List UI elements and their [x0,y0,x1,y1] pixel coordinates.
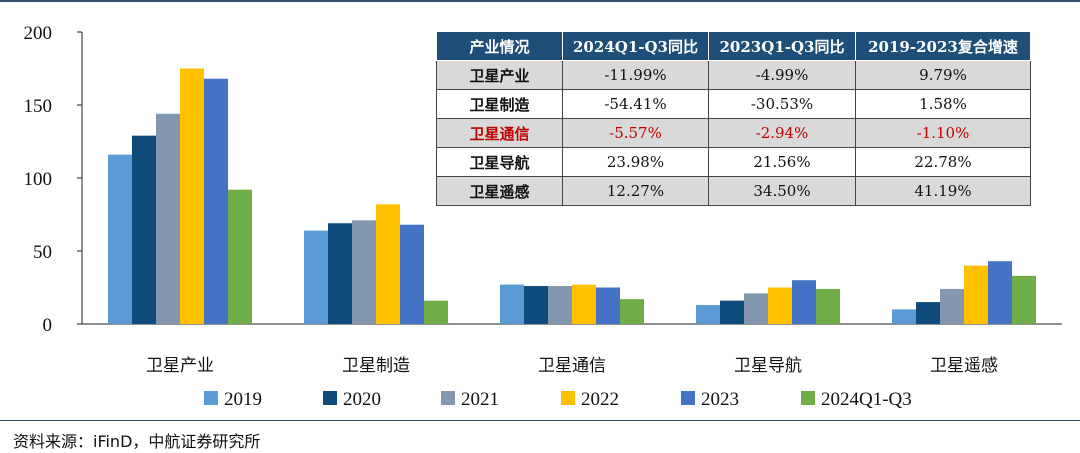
bottom-rule [0,420,1080,421]
cell-cagr: 9.79% [855,60,1031,90]
bar [1012,275,1036,324]
table-row: 卫星导航 23.98% 21.56% 22.78% [436,147,1031,177]
bar [768,287,792,324]
bar [548,286,572,324]
bar [376,204,400,324]
bar [352,220,376,324]
table-row-highlight: 卫星通信 -5.57% -2.94% -1.10% [436,118,1031,148]
legend-label: 2023 [701,389,739,410]
bar [328,223,352,324]
growth-table: 产业情况 2024Q1-Q3同比 2023Q1-Q3同比 2019-2023复合… [436,31,1031,206]
y-tick-label: 200 [24,23,53,44]
top-rule [0,0,1080,2]
bar [132,135,156,324]
bar [964,265,988,324]
legend-label: 2022 [581,389,619,410]
bar [524,286,548,324]
bar [156,113,180,324]
header-2023q1q3-yoy: 2023Q1-Q3同比 [708,31,856,61]
legend-swatch [801,391,815,405]
category-labels: 卫星产业 卫星制造 卫星通信 卫星导航 卫星遥感 [146,356,998,376]
legend-label: 2021 [461,389,499,410]
bar [720,300,744,324]
cell-cagr: 22.78% [855,147,1031,177]
bar [916,302,940,324]
bar [892,309,916,324]
cell-2023-yoy: -2.94% [708,118,856,148]
row-name: 卫星产业 [436,60,563,90]
bar [988,261,1012,324]
bar [620,299,644,324]
legend-label: 2019 [224,389,262,410]
bar [940,288,964,324]
category-label: 卫星产业 [146,356,214,376]
cell-2024-yoy: 23.98% [562,147,709,177]
legend-label: 2024Q1-Q3 [821,389,912,410]
cell-cagr: 1.58% [855,89,1031,119]
bar [304,230,328,324]
bar [792,280,816,324]
table-row: 卫星产业 -11.99% -4.99% 9.79% [436,60,1031,90]
category-label: 卫星制造 [342,356,410,376]
y-tick-label: 100 [24,169,53,190]
bar [572,284,596,324]
cell-cagr: -1.10% [855,118,1031,148]
category-label: 卫星导航 [734,356,802,376]
legend-label: 2020 [343,389,381,410]
cell-2024-yoy: 12.27% [562,176,709,206]
row-name: 卫星通信 [436,118,563,148]
bar [596,287,620,324]
cell-2023-yoy: -30.53% [708,89,856,119]
header-industry: 产业情况 [436,31,563,61]
legend-swatch [681,391,695,405]
bar [228,189,252,324]
bar [400,224,424,324]
y-tick-label: 150 [24,96,53,117]
cell-2024-yoy: -5.57% [562,118,709,148]
cell-2024-yoy: -11.99% [562,60,709,90]
legend: 2019 2020 2021 2022 2023 2024Q1-Q3 [204,389,912,410]
row-name: 卫星制造 [436,89,563,119]
bar [204,78,228,324]
bar [744,293,768,324]
bar [696,305,720,324]
header-cagr: 2019-2023复合增速 [855,31,1031,61]
row-name: 卫星导航 [436,147,563,177]
cell-2024-yoy: -54.41% [562,89,709,119]
legend-swatch [561,391,575,405]
category-label: 卫星遥感 [930,356,998,376]
row-name: 卫星遥感 [436,176,563,206]
table-header-row: 产业情况 2024Q1-Q3同比 2023Q1-Q3同比 2019-2023复合… [436,31,1031,61]
legend-swatch [323,391,337,405]
table-row: 卫星遥感 12.27% 34.50% 41.19% [436,176,1031,206]
bar [424,300,448,324]
cell-cagr: 41.19% [855,176,1031,206]
cell-2023-yoy: 21.56% [708,147,856,177]
source-note: 资料来源：iFinD，中航证券研究所 [13,432,261,451]
bars [108,68,1036,324]
header-2024q1q3-yoy: 2024Q1-Q3同比 [562,31,709,61]
cell-2023-yoy: 34.50% [708,176,856,206]
table-row: 卫星制造 -54.41% -30.53% 1.58% [436,89,1031,119]
y-tick-label: 50 [33,242,52,263]
bar [180,68,204,324]
bar [500,284,524,324]
bar [816,288,840,324]
category-label: 卫星通信 [538,356,606,376]
bar [108,154,132,324]
cell-2023-yoy: -4.99% [708,60,856,90]
legend-swatch [441,391,455,405]
y-tick-label: 0 [43,315,53,336]
legend-swatch [204,391,218,405]
